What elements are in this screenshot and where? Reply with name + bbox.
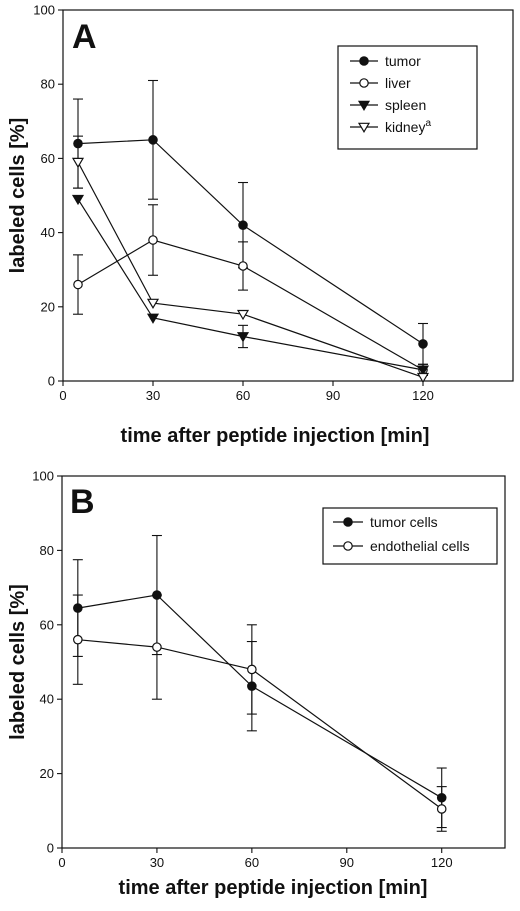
x-tick-label-a-90: 90: [326, 388, 340, 403]
y-axis-title-a: labeled cells [%]: [7, 118, 29, 274]
y-tick-label-b-40: 40: [40, 692, 54, 707]
y-tick-label-a-0: 0: [48, 374, 55, 389]
legend-label-a-3-name: kidney: [385, 119, 425, 135]
legend-marker-b-1: [343, 541, 353, 551]
data-point-a-3-3: [416, 372, 430, 384]
axis-ticks-b: 0 30 60 90 120 0 20 40 60 80 100: [32, 469, 452, 871]
series-line-a-1: [77, 239, 424, 371]
legend-label-b-1: endothelial cells: [370, 538, 470, 554]
data-point-a-3-1: [146, 298, 160, 309]
data-point-a-2-2: [236, 332, 250, 343]
series-line-a-3: [77, 161, 424, 378]
data-point-a-1-1: [148, 235, 158, 245]
plot-area-b: [61, 475, 506, 849]
legend-label-a-3: kidneya: [385, 118, 431, 135]
data-point-a-1-0: [73, 279, 83, 290]
data-point-a-0-3: [418, 339, 428, 349]
panel-a: A labeled cells [%] time after peptide i…: [7, 3, 514, 447]
legend-label-a-1: liver: [385, 75, 411, 91]
x-tick-label-a-120: 120: [412, 388, 434, 403]
data-point-b-1-2: [247, 664, 257, 675]
y-tick-label-b-60: 60: [40, 617, 54, 632]
series-layer-a: [71, 79, 430, 384]
x-tick-label-b-60: 60: [245, 855, 259, 870]
legend-marker-a-1: [359, 78, 369, 88]
x-tick-label-a-0: 0: [59, 388, 66, 403]
x-tick-label-b-30: 30: [150, 855, 164, 870]
x-tick-label-b-120: 120: [431, 855, 453, 870]
x-axis-title-b: time after peptide injection [min]: [119, 877, 428, 899]
data-point-a-2-3: [416, 365, 430, 376]
data-point-a-3-0: [71, 157, 85, 169]
axis-ticks-a: 0 30 60 90 120 0 20 40 60 80 100: [33, 3, 434, 404]
data-point-a-2-0: [71, 194, 85, 206]
panel-b: B labeled cells [%] time after peptide i…: [7, 469, 506, 899]
x-tick-label-b-90: 90: [340, 855, 354, 870]
series-line-a-2: [77, 198, 424, 371]
y-tick-label-a-80: 80: [41, 77, 55, 92]
legend-label-a-2: spleen: [385, 97, 426, 113]
legend-b: tumor cells endothelial cells: [322, 507, 498, 565]
legend-box-b: [322, 507, 498, 565]
x-axis-title-a: time after peptide injection [min]: [121, 425, 430, 447]
y-tick-label-b-0: 0: [47, 841, 54, 856]
y-tick-label-a-60: 60: [41, 151, 55, 166]
data-point-a-3-2: [236, 309, 250, 321]
legend-marker-a-0: [359, 56, 369, 66]
legend-marker-a-2: [357, 100, 371, 111]
data-point-a-1-2: [238, 261, 248, 271]
data-point-a-0-2: [238, 220, 248, 230]
panel-letter-a: A: [72, 18, 97, 56]
data-point-b-1-0: [73, 634, 83, 645]
y-tick-label-b-80: 80: [40, 543, 54, 558]
series-layer-b: [72, 534, 447, 832]
panel-letter-b: B: [70, 483, 95, 521]
x-tick-label-b-0: 0: [58, 855, 65, 870]
data-point-a-2-1: [146, 313, 160, 324]
legend-a: tumor liver spleen kidneya: [337, 45, 478, 150]
legend-marker-b-0: [343, 517, 353, 527]
legend-label-b-0: tumor cells: [370, 514, 438, 530]
data-point-a-0-1: [148, 135, 158, 145]
y-tick-label-a-100: 100: [33, 3, 55, 18]
series-line-b-1: [77, 639, 443, 810]
plot-area-a: [62, 9, 514, 382]
x-tick-label-a-60: 60: [236, 388, 250, 403]
data-point-b-1-3: [436, 804, 447, 814]
data-point-b-1-1: [152, 642, 162, 652]
y-tick-label-b-100: 100: [32, 469, 54, 484]
y-axis-title-b: labeled cells [%]: [7, 584, 29, 740]
y-tick-label-b-20: 20: [40, 766, 54, 781]
legend-label-a-0: tumor: [385, 53, 421, 69]
y-tick-label-a-40: 40: [41, 225, 55, 240]
x-tick-label-a-30: 30: [146, 388, 160, 403]
y-tick-label-a-20: 20: [41, 299, 55, 314]
legend-label-a-3-superscript: a: [425, 118, 431, 129]
series-line-a-0: [77, 139, 424, 345]
legend-marker-a-3: [357, 122, 371, 133]
series-line-b-0: [77, 594, 443, 799]
